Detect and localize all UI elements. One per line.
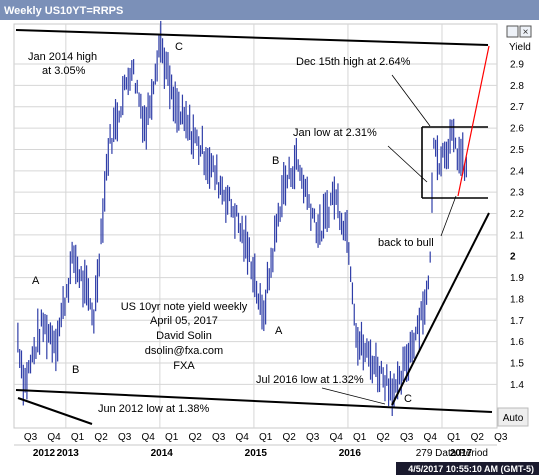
x-axis-quarter-labels: Q3 Q4 Q1 Q2 Q3 Q4 Q1 Q2 Q3 Q4 Q1 Q2 Q3 Q4 Q1 Q2 Q3 Q4 Q1 Q2… bbox=[24, 432, 508, 443]
year-label: 2016 bbox=[339, 448, 362, 459]
chart-title: Weekly US10YT=RRPS bbox=[4, 5, 123, 17]
quarter-label: Q3 bbox=[494, 432, 508, 443]
y-tick-label: 1.9 bbox=[510, 273, 524, 284]
lower-trendline bbox=[15, 389, 493, 413]
y-tick-label: 2.9 bbox=[510, 60, 524, 71]
y-tick-label: 1.6 bbox=[510, 337, 524, 348]
bull-trendline bbox=[391, 212, 490, 406]
caption-line-4: dsolin@fxa.com bbox=[145, 345, 223, 357]
support-trendline-2012 bbox=[17, 397, 93, 425]
x-axis-year-labels: 2012 2013 2014 2015 2016 2017 bbox=[33, 448, 473, 459]
price-bars bbox=[17, 20, 467, 416]
quarter-label: Q4 bbox=[330, 432, 344, 443]
back-to-bull-annotation: back to bull bbox=[378, 237, 434, 249]
gridlines bbox=[14, 24, 497, 428]
upper-trendline bbox=[15, 29, 489, 46]
quarter-label: Q1 bbox=[165, 432, 179, 443]
quarter-label: Q3 bbox=[306, 432, 320, 443]
quarter-label: Q2 bbox=[471, 432, 485, 443]
jan2014-annotation-line2: at 3.05% bbox=[42, 65, 86, 77]
timestamp-bar bbox=[396, 462, 539, 475]
quarter-label: Q3 bbox=[118, 432, 132, 443]
quarter-label: Q2 bbox=[377, 432, 391, 443]
quarter-label: Q2 bbox=[283, 432, 297, 443]
author-caption: US 10yr note yield weekly April 05, 2017… bbox=[121, 301, 248, 372]
quarter-label: Q1 bbox=[259, 432, 273, 443]
y-tick-label: 2.5 bbox=[510, 145, 524, 156]
wave-c-label-2: C bbox=[404, 393, 412, 405]
quarter-label: Q2 bbox=[94, 432, 108, 443]
y-tick-label: 2.8 bbox=[510, 81, 524, 92]
title-bar bbox=[0, 0, 539, 20]
caption-line-3: David Solin bbox=[156, 330, 212, 342]
auto-button[interactable] bbox=[497, 407, 529, 427]
janlow-pointer bbox=[387, 145, 428, 183]
y-axis-unit: Yield bbox=[509, 42, 531, 53]
y-tick-label: 1.4 bbox=[510, 380, 524, 391]
quarter-label: Q2 bbox=[188, 432, 202, 443]
jan2014-annotation: Jan 2014 high at 3.05% bbox=[28, 51, 100, 77]
y-tick-label: 2.3 bbox=[510, 188, 524, 199]
quarter-label: Q3 bbox=[24, 432, 38, 443]
annotation-pointers bbox=[321, 74, 457, 405]
data-period-label: 279 Data Period bbox=[416, 448, 488, 459]
y-tick-label: 2.4 bbox=[510, 166, 524, 177]
y-tick-label: 2.2 bbox=[510, 209, 524, 220]
close-glyph: × bbox=[523, 27, 529, 38]
y-tick-label: 1.8 bbox=[510, 294, 524, 305]
restore-window-icon[interactable] bbox=[506, 25, 519, 38]
auto-button-label: Auto bbox=[503, 413, 524, 424]
quarter-label: Q4 bbox=[424, 432, 438, 443]
annotations: Jan 2014 high at 3.05% Dec 15th high at … bbox=[28, 41, 434, 415]
year-label: 2014 bbox=[151, 448, 174, 459]
jul2016-annotation: Jul 2016 low at 1.32% bbox=[256, 374, 364, 386]
quarter-label: Q4 bbox=[141, 432, 155, 443]
quarter-label: Q1 bbox=[447, 432, 461, 443]
dec15-annotation: Dec 15th high at 2.64% bbox=[296, 56, 411, 68]
quarter-label: Q4 bbox=[47, 432, 61, 443]
caption-line-5: FXA bbox=[173, 360, 195, 372]
wave-b-label-1: B bbox=[72, 364, 79, 376]
y-tick-label: 1.7 bbox=[510, 316, 524, 327]
y-tick-label: 2.6 bbox=[510, 124, 524, 135]
y-axis-ticks: 1.4 1.5 1.6 1.7 1.8 1.9 2 2.1 2.2 2.3 2.4 2.5 2.6 2.7… bbox=[510, 60, 524, 391]
year-label: 2013 bbox=[57, 448, 80, 459]
quarter-label: Q3 bbox=[400, 432, 414, 443]
y-tick-label: 2 bbox=[510, 252, 516, 263]
quarter-label: Q1 bbox=[71, 432, 85, 443]
close-window-icon[interactable] bbox=[519, 25, 532, 38]
quarter-label: Q3 bbox=[212, 432, 226, 443]
jul2016-pointer bbox=[321, 387, 386, 405]
plot-area bbox=[13, 23, 498, 429]
janlow-annotation: Jan low at 2.31% bbox=[293, 127, 377, 139]
wave-c-label-1: C bbox=[175, 41, 183, 53]
jan2014-annotation-line1: Jan 2014 high bbox=[28, 51, 97, 63]
projection-line bbox=[457, 45, 490, 197]
caption-line-1: US 10yr note yield weekly bbox=[121, 301, 248, 313]
jun2012-annotation: Jun 2012 low at 1.38% bbox=[98, 403, 210, 415]
caption-line-2: April 05, 2017 bbox=[150, 315, 218, 327]
wave-b-label-2: B bbox=[272, 155, 279, 167]
back-to-bull-pointer bbox=[440, 195, 457, 237]
wave-a-label-1: A bbox=[32, 275, 40, 287]
quarter-label: Q4 bbox=[235, 432, 249, 443]
year-label: 2012 bbox=[33, 448, 56, 459]
dec15-pointer bbox=[391, 74, 431, 127]
year-label: 2017 bbox=[450, 448, 473, 459]
trendlines bbox=[15, 29, 493, 425]
timestamp-label: 4/5/2017 10:55:10 AM (GMT-5) bbox=[408, 464, 534, 474]
year-label: 2015 bbox=[245, 448, 268, 459]
quarter-label: Q1 bbox=[353, 432, 367, 443]
y-tick-label: 1.5 bbox=[510, 359, 524, 370]
y-tick-label: 2.1 bbox=[510, 230, 524, 241]
y-tick-label: 2.7 bbox=[510, 102, 524, 113]
wave-a-label-2: A bbox=[275, 325, 283, 337]
